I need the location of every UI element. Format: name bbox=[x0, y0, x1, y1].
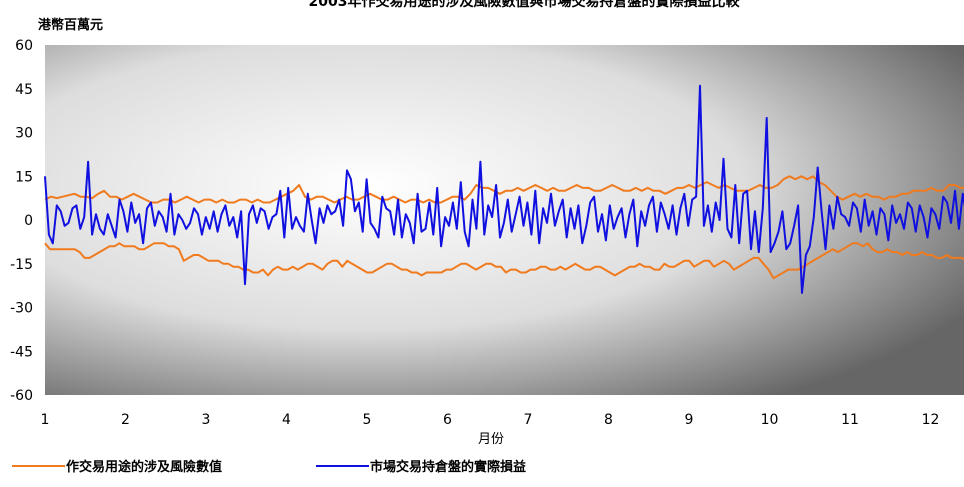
y-tick-label: 60 bbox=[15, 38, 33, 54]
x-tick-label: 7 bbox=[524, 412, 533, 428]
legend-label-var: 作交易用途的涉及風險數值 bbox=[66, 459, 222, 475]
y-axis: 60 45 30 15 0 -15 -30 -45 -60 bbox=[10, 38, 33, 404]
y-tick-label: 45 bbox=[15, 82, 33, 98]
y-tick-label: -30 bbox=[10, 301, 33, 317]
x-tick-label: 4 bbox=[282, 412, 291, 428]
x-tick-label: 9 bbox=[685, 412, 694, 428]
y-axis-label: 港幣百萬元 bbox=[38, 17, 103, 33]
x-tick-label: 8 bbox=[604, 412, 613, 428]
y-tick-label: -15 bbox=[10, 257, 33, 273]
y-tick-label: 0 bbox=[24, 213, 33, 229]
y-tick-label: -60 bbox=[10, 388, 33, 404]
pnl-line bbox=[44, 84, 964, 294]
x-tick-label: 10 bbox=[761, 412, 779, 428]
legend: 作交易用途的涉及風險數值 市場交易持倉盤的實際損益 bbox=[12, 459, 526, 475]
x-tick-label: 6 bbox=[443, 412, 452, 428]
legend-label-pnl: 市場交易持倉盤的實際損益 bbox=[370, 459, 526, 475]
x-tick-label: 5 bbox=[363, 412, 372, 428]
x-tick-label: 2 bbox=[121, 412, 130, 428]
chart-title: 2003年作交易用途的涉及風險數值與市場交易持倉盤的實際損益比較 bbox=[309, 0, 741, 10]
var-upper-line bbox=[44, 175, 964, 204]
series-layer bbox=[44, 84, 964, 294]
var-lower-line bbox=[44, 242, 964, 280]
x-axis: 1 2 3 4 5 6 7 8 9 10 11 12 bbox=[41, 412, 940, 428]
x-tick-label: 1 bbox=[41, 412, 50, 428]
y-tick-label: 15 bbox=[15, 169, 33, 185]
x-axis-label: 月份 bbox=[478, 432, 504, 447]
y-tick-label: 30 bbox=[15, 126, 33, 142]
x-tick-label: 12 bbox=[922, 412, 940, 428]
x-tick-label: 3 bbox=[202, 412, 211, 428]
x-tick-label: 11 bbox=[841, 412, 859, 428]
y-tick-label: -45 bbox=[10, 344, 33, 360]
